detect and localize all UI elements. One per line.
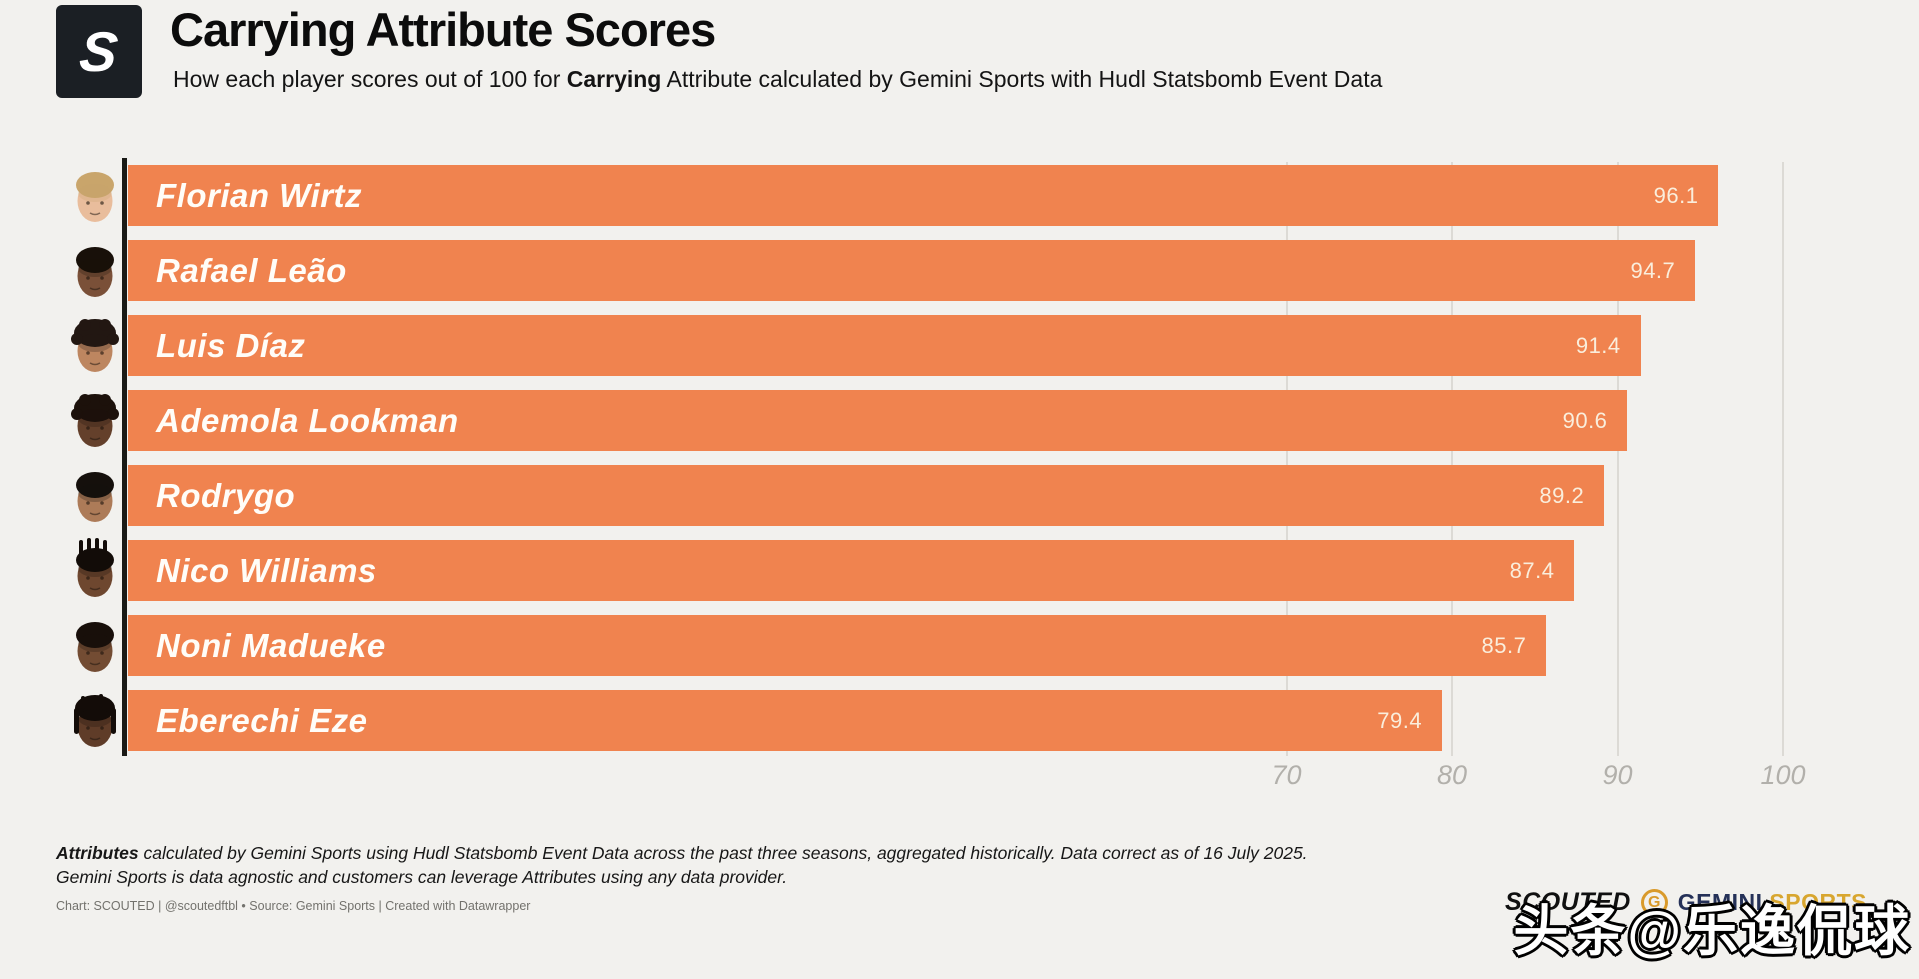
gemini-wordmark: GEMINI SPORTS	[1678, 889, 1867, 916]
subtitle-prefix: How each player scores out of 100 for	[173, 66, 567, 92]
x-tick-label-80: 80	[1436, 760, 1468, 790]
player-avatar	[66, 313, 124, 378]
chart-byline: Chart: SCOUTED | @scoutedftbl • Source: …	[56, 899, 531, 913]
subtitle-bold-word: Carrying	[566, 66, 662, 92]
footnote-bold-word: Attributes	[56, 843, 139, 863]
score-bar: Rafael Leão 94.7	[128, 240, 1696, 301]
player-name-label: Nico Williams	[156, 551, 377, 589]
score-value-label: 79.4	[1377, 707, 1423, 733]
footnote-line-1-rest: calculated by Gemini Sports using Hudl S…	[138, 843, 1308, 863]
gridline-80	[1451, 162, 1453, 756]
player-avatar	[66, 388, 124, 453]
score-bar: Florian Wirtz 96.1	[128, 165, 1719, 226]
score-value-label: 89.2	[1539, 482, 1585, 508]
score-value-label: 85.7	[1481, 632, 1527, 658]
gridline-90	[1616, 162, 1619, 756]
scouted-wordmark: SCOUTED	[1505, 888, 1631, 916]
score-value-label: 94.7	[1630, 257, 1676, 283]
player-avatar	[66, 163, 124, 228]
score-bar: Ademola Lookman 90.6	[128, 390, 1628, 451]
player-name-label: Ademola Lookman	[156, 401, 459, 439]
score-bar: Noni Madueke 85.7	[128, 615, 1547, 676]
score-value-label: 91.4	[1575, 332, 1621, 358]
player-name-label: Rafael Leão	[156, 251, 347, 289]
x-tick-label-90: 90	[1602, 760, 1633, 790]
footnote-line-2: Gemini Sports is data agnostic and custo…	[56, 867, 788, 887]
score-value-label: 87.4	[1509, 557, 1555, 583]
chart-subtitle: How each player scores out of 100 for Ca…	[173, 66, 1382, 93]
branding-row: SCOUTED G GEMINI SPORTS	[1505, 888, 1867, 917]
x-tick-label-100: 100	[1760, 760, 1806, 790]
score-value-label: 96.1	[1653, 182, 1699, 208]
sports-word: SPORTS	[1769, 889, 1867, 915]
score-bar: Eberechi Eze 79.4	[128, 690, 1443, 751]
score-value-label: 90.6	[1562, 407, 1608, 433]
subtitle-suffix: Attribute calculated by Gemini Sports wi…	[661, 66, 1383, 92]
player-avatar	[66, 688, 124, 753]
x-tick-label-70: 70	[1271, 760, 1302, 790]
score-bar: Nico Williams 87.4	[128, 540, 1575, 601]
player-name-label: Rodrygo	[156, 476, 296, 514]
player-avatar	[66, 538, 124, 603]
scouted-s-logo: S	[56, 5, 142, 98]
gemini-word: GEMINI	[1677, 889, 1763, 915]
gridline-70	[1285, 162, 1288, 756]
player-name-label: Eberechi Eze	[156, 701, 368, 739]
gemini-g-icon: G	[1640, 889, 1668, 916]
footnote-line-1: Attributes calculated by Gemini Sports u…	[56, 843, 1308, 864]
player-avatar	[66, 463, 124, 528]
player-name-label: Noni Madueke	[156, 626, 386, 664]
y-axis-line	[122, 158, 127, 756]
player-avatar	[66, 238, 124, 303]
player-name-label: Florian Wirtz	[156, 176, 363, 214]
player-name-label: Luis Díaz	[156, 326, 306, 364]
toutiao-watermark: 头条@乐逸侃球	[1513, 900, 1911, 962]
score-bar: Luis Díaz 91.4	[128, 315, 1641, 376]
chart-title: Carrying Attribute Scores	[170, 3, 716, 56]
score-bar: Rodrygo 89.2	[128, 465, 1605, 526]
player-avatar	[66, 613, 124, 678]
gridline-100	[1782, 162, 1784, 756]
